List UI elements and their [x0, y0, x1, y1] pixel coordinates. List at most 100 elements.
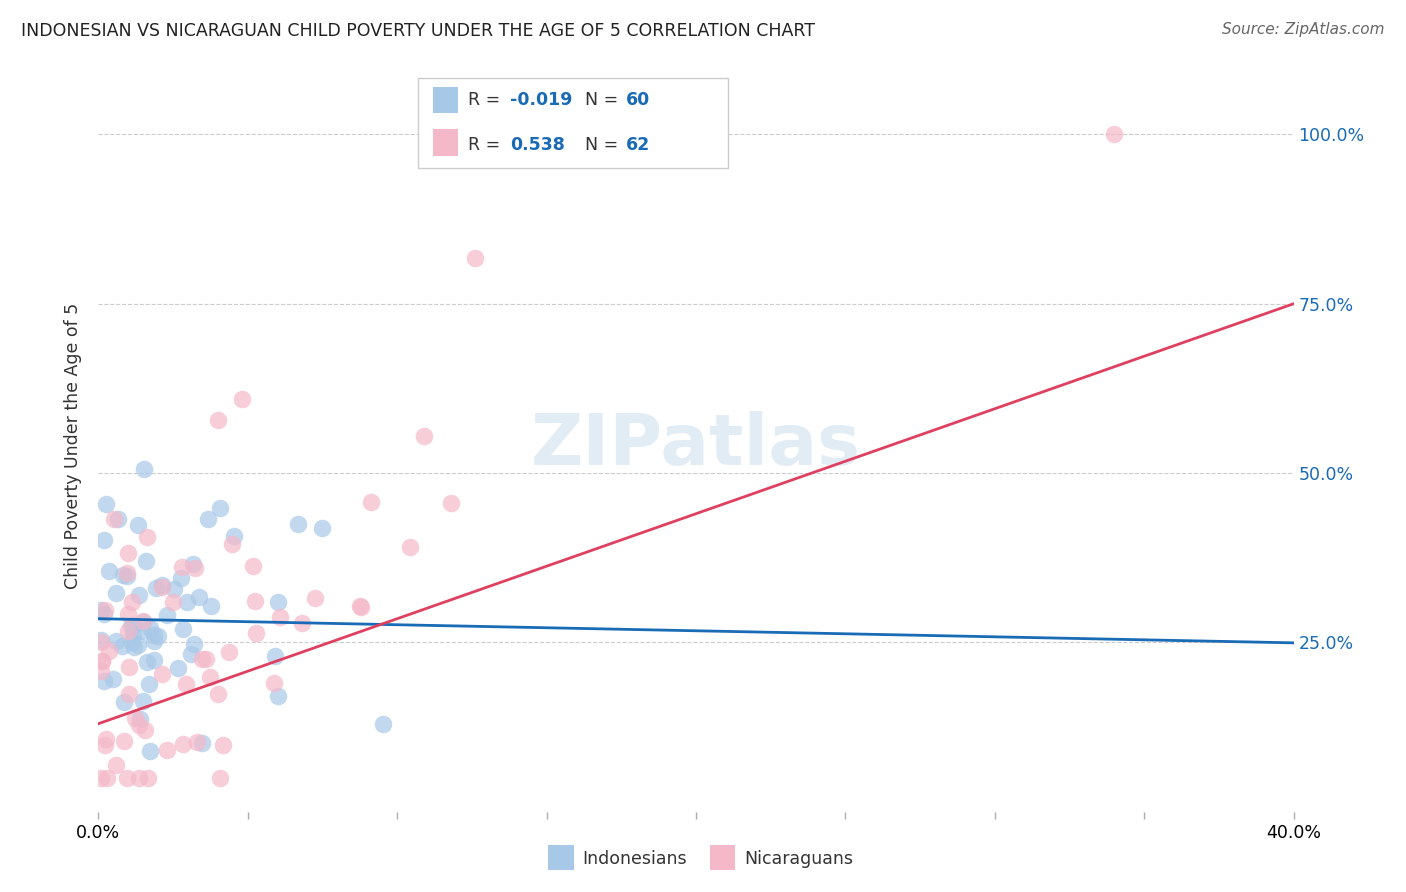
Point — [170, 571, 193, 585]
Point — [128, 771, 150, 785]
Point — [127, 638, 149, 652]
Point — [129, 712, 152, 726]
Point — [156, 743, 179, 757]
Point — [98, 644, 121, 658]
Point — [136, 530, 159, 544]
Point — [218, 645, 240, 659]
Point — [269, 609, 291, 624]
Point — [93, 738, 115, 752]
Point — [150, 667, 173, 681]
Point — [287, 516, 309, 531]
Point — [118, 660, 141, 674]
Point — [191, 736, 214, 750]
Point — [180, 647, 202, 661]
Point — [350, 599, 373, 614]
Point — [134, 723, 156, 738]
Point — [90, 632, 112, 647]
Point — [131, 624, 153, 638]
Point — [111, 568, 134, 582]
Point — [263, 676, 285, 690]
Point — [93, 673, 115, 688]
Point — [146, 629, 169, 643]
Point — [142, 653, 165, 667]
Point — [112, 734, 135, 748]
Point — [464, 252, 486, 266]
Point — [90, 635, 112, 649]
Point — [224, 529, 246, 543]
Point — [94, 732, 117, 747]
Point — [103, 512, 125, 526]
Point — [117, 624, 139, 639]
Point — [291, 615, 314, 630]
Point — [90, 654, 112, 668]
Point — [104, 758, 127, 772]
Point — [243, 594, 266, 608]
Text: Nicaraguans: Nicaraguans — [744, 850, 853, 868]
Point — [93, 533, 115, 547]
Point — [231, 392, 253, 406]
Point — [107, 512, 129, 526]
Point — [115, 771, 138, 785]
Text: N =: N = — [585, 91, 624, 109]
Point — [122, 627, 145, 641]
Point — [145, 581, 167, 595]
Text: -0.019: -0.019 — [510, 91, 572, 109]
Point — [207, 687, 229, 701]
Y-axis label: Child Poverty Under the Age of 5: Child Poverty Under the Age of 5 — [63, 303, 82, 589]
Point — [142, 628, 165, 642]
Point — [121, 634, 143, 648]
Point — [186, 735, 208, 749]
Point — [94, 498, 117, 512]
Point — [176, 677, 198, 691]
Point — [90, 771, 112, 785]
Point — [139, 621, 162, 635]
Point — [266, 595, 288, 609]
Point — [349, 599, 371, 614]
Point — [128, 718, 150, 732]
Text: Indonesians: Indonesians — [582, 850, 686, 868]
Point — [209, 501, 232, 516]
Text: Source: ZipAtlas.com: Source: ZipAtlas.com — [1222, 22, 1385, 37]
Point — [111, 639, 134, 653]
Point — [162, 595, 184, 609]
Point — [208, 771, 231, 785]
Point — [1104, 128, 1126, 142]
Point — [96, 771, 118, 785]
Point — [191, 652, 214, 666]
Point — [142, 634, 165, 648]
Point — [172, 737, 194, 751]
Point — [118, 687, 141, 701]
Point — [360, 494, 382, 508]
Point — [198, 670, 221, 684]
Point — [104, 586, 127, 600]
Point — [136, 771, 159, 785]
Point — [152, 580, 174, 594]
Point — [132, 694, 155, 708]
Point — [127, 517, 149, 532]
Point — [197, 512, 219, 526]
Point — [112, 695, 135, 709]
Point — [311, 521, 333, 535]
Point — [115, 566, 138, 580]
Point — [120, 619, 142, 633]
Text: 0.538: 0.538 — [510, 136, 565, 153]
Point — [139, 744, 162, 758]
Point — [267, 689, 290, 703]
Point — [440, 496, 463, 510]
Point — [211, 738, 233, 752]
Text: R =: R = — [468, 91, 506, 109]
Point — [103, 673, 125, 687]
Point — [135, 554, 157, 568]
Point — [135, 655, 157, 669]
Point — [242, 559, 264, 574]
Point — [156, 607, 179, 622]
Point — [105, 634, 128, 648]
Point — [138, 677, 160, 691]
Point — [90, 664, 112, 678]
Point — [134, 461, 156, 475]
Point — [121, 595, 143, 609]
Point — [207, 413, 229, 427]
Point — [188, 591, 211, 605]
Point — [93, 607, 115, 621]
Point — [91, 654, 114, 668]
